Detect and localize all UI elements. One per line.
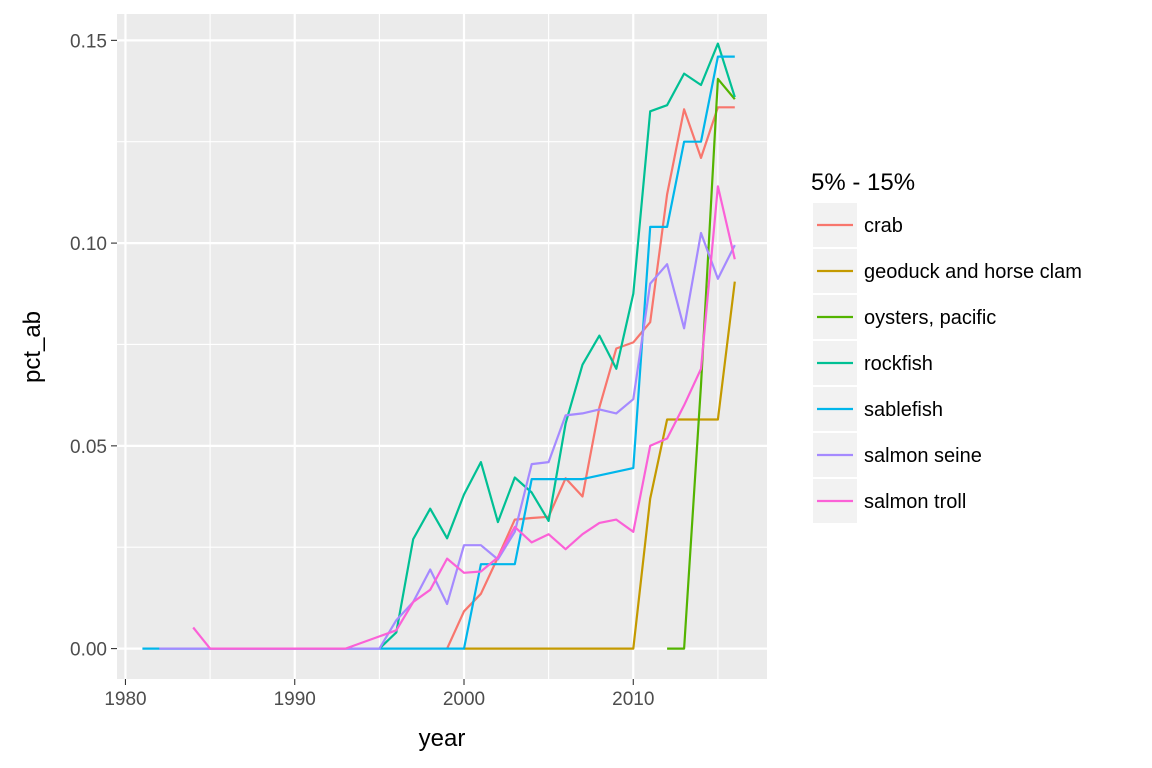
y-tick-label: 0.10 xyxy=(70,234,107,255)
legend-item: sablefish xyxy=(813,387,943,431)
series-line-sablefish xyxy=(142,55,735,650)
legend-item: oysters, pacific xyxy=(813,295,996,339)
x-tick-label: 2010 xyxy=(612,689,654,710)
legend: 5% - 15% crab geoduck and horse clam oyste… xyxy=(811,169,1082,523)
series-line-salmon-troll xyxy=(192,185,736,650)
legend-label: rockfish xyxy=(864,353,933,375)
series-lines xyxy=(142,42,736,650)
x-tick-label: 1980 xyxy=(104,689,146,710)
legend-label: oysters, pacific xyxy=(864,307,996,329)
axes: 1980 1990 2000 2010 0.00 0.05 0.10 0.15 xyxy=(70,31,654,710)
x-tick-label: 1990 xyxy=(274,689,316,710)
y-tick-label: 0.00 xyxy=(70,640,107,661)
legend-item: geoduck and horse clam xyxy=(813,249,1082,293)
legend-item: salmon seine xyxy=(813,433,982,477)
legend-label: salmon seine xyxy=(864,445,982,467)
series-line-oysters-pacific xyxy=(667,77,736,650)
y-axis-title: pct_ab xyxy=(19,311,46,383)
legend-title: 5% - 15% xyxy=(811,169,915,196)
x-tick-label: 2000 xyxy=(443,689,485,710)
legend-item: crab xyxy=(813,203,903,247)
legend-item: salmon troll xyxy=(813,479,966,523)
legend-label: crab xyxy=(864,215,903,237)
plot-panel xyxy=(117,14,767,679)
series-line-geoduck-and-horse-clam xyxy=(464,281,736,650)
legend-label: sablefish xyxy=(864,399,943,421)
legend-label: salmon troll xyxy=(864,491,966,513)
series-line-salmon-seine xyxy=(159,231,736,650)
x-axis-title: year xyxy=(419,725,466,752)
minor-gridlines xyxy=(117,14,767,679)
legend-item: rockfish xyxy=(813,341,933,385)
legend-label: geoduck and horse clam xyxy=(864,261,1082,283)
y-tick-label: 0.05 xyxy=(70,437,107,458)
series-line-rockfish xyxy=(378,42,736,650)
y-tick-label: 0.15 xyxy=(70,31,107,52)
